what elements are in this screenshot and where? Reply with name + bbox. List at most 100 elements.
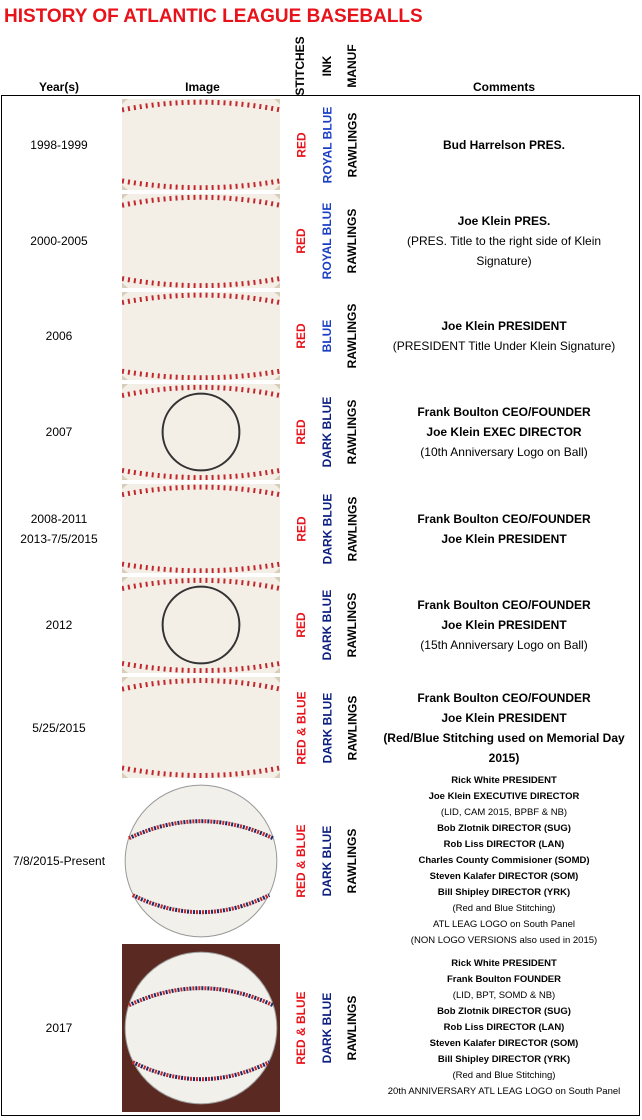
year: 2006 <box>45 329 73 343</box>
comment-line: Rob Liss DIRECTOR (LAN) <box>443 1022 565 1033</box>
ball <box>122 677 280 778</box>
stitch-blue <box>131 893 271 915</box>
year-cell: 2017 <box>0 942 118 1114</box>
ball <box>122 577 280 673</box>
comments-cell: Joe Klein PRESIDENT (PRESIDENT Title Unde… <box>368 290 640 382</box>
comment-line: (NON LOGO VERSIONS also used in 2015) <box>410 935 598 946</box>
comment-line: 2015) <box>488 750 520 765</box>
stitch-red <box>122 660 280 673</box>
logo <box>161 392 241 472</box>
column-header: Comments <box>472 80 535 94</box>
ball <box>124 951 278 1105</box>
year: 5/25/2015 <box>32 720 86 735</box>
comment-line: Signature) <box>476 254 532 268</box>
ink-cell: BLUE <box>320 319 334 353</box>
ball-image <box>122 782 280 940</box>
ball-image <box>122 944 280 1112</box>
year-cell: 2006 <box>0 290 118 382</box>
comment-line: Bob Zlotnik DIRECTOR (SUG) <box>437 1006 571 1017</box>
stitch-red <box>122 384 280 398</box>
comment-line: (PRES. Title to the right side of Klein <box>406 234 602 248</box>
comment-line: Steven Kalafer DIRECTOR (SOM) <box>429 1038 579 1049</box>
ink-cell: DARK BLUE <box>320 692 334 763</box>
comment-line: (10th Anniversary Logo on Ball) <box>420 445 588 459</box>
comment-line: (LID, BPT, SOMD & NB) <box>452 990 556 1001</box>
comment-line: (PRESIDENT Title Under Klein Signature) <box>392 339 616 353</box>
manuf-cell: RAWLINGS <box>345 828 359 894</box>
logo <box>161 585 241 665</box>
ball <box>122 292 280 380</box>
comment-line: Joe Klein PRESIDENT <box>441 618 567 632</box>
comment-line: Rick White PRESIDENT <box>451 775 557 786</box>
ink-cell: DARK BLUE <box>320 396 334 468</box>
ink-cell: DARK BLUE <box>320 992 334 1064</box>
manuf-cell: RAWLINGS <box>345 303 359 369</box>
manuf-cell: RAWLINGS <box>345 695 359 760</box>
ball-image <box>122 194 280 288</box>
ball <box>122 484 280 573</box>
year: 2012 <box>45 618 73 632</box>
column-header: Year(s) <box>38 80 80 94</box>
stitch-red <box>122 178 280 190</box>
comments-cell: Rick White PRESIDENT Joe Klein EXECUTIVE … <box>368 775 640 946</box>
ink-cell: DARK BLUE <box>320 825 334 897</box>
comment-line: Bill Shipley DIRECTOR (YRK) <box>437 1054 571 1065</box>
manuf-cell: RAWLINGS <box>345 208 359 274</box>
stitches-cell: RED <box>294 323 308 349</box>
comment-line: Bill Shipley DIRECTOR (YRK) <box>437 887 571 898</box>
comment-line: Charles County Commisioner (SOMD) <box>418 855 590 866</box>
comment-line: Frank Boulton CEO/FOUNDER <box>417 511 591 526</box>
comments-cell: Joe Klein PRES. (PRES. Title to the right… <box>368 192 640 290</box>
ball-image <box>122 384 280 480</box>
comment-line: Joe Klein PRESIDENT <box>441 531 567 546</box>
stitch-red <box>122 292 280 306</box>
comments-cell: Frank Boulton CEO/FOUNDER Joe Klein PRESI… <box>368 575 640 675</box>
page-title: HISTORY OF ATLANTIC LEAGUE BASEBALLS <box>4 6 423 27</box>
comment-line: ATL LEAG LOGO on South Panel <box>432 919 576 930</box>
stitches-cell: RED & BLUE <box>294 690 308 765</box>
stitch-blue <box>131 1060 271 1082</box>
comment-line: Joe Klein PRESIDENT <box>441 710 567 725</box>
column-header: MANUF <box>345 44 359 88</box>
stitches-cell: RED <box>294 131 308 158</box>
year: 7/8/2015-Present <box>12 854 106 868</box>
comments-cell: Frank Boulton CEO/FOUNDER Joe Klein PRESI… <box>368 675 640 780</box>
ball <box>124 784 278 938</box>
year-cell: 5/25/2015 <box>0 675 118 780</box>
comment-line: Rob Liss DIRECTOR (LAN) <box>443 839 565 850</box>
comment-line: Joe Klein EXEC DIRECTOR <box>426 425 582 439</box>
comment-line: (15th Anniversary Logo on Ball) <box>420 638 588 652</box>
column-header: Image <box>185 80 220 94</box>
stitches-cell: RED <box>294 515 308 542</box>
year-cell: 2000-2005 <box>0 192 118 290</box>
comment-line: Frank Boulton FOUNDER <box>447 974 561 985</box>
stitch-red <box>122 484 280 498</box>
comment-line: Frank Boulton CEO/FOUNDER <box>417 690 591 705</box>
comment-line: (Red/Blue Stitching used on Memorial Day <box>383 730 625 745</box>
manuf-cell: RAWLINGS <box>345 112 359 177</box>
year: 1998-1999 <box>30 137 88 152</box>
ball-image <box>122 292 280 380</box>
ball <box>122 194 280 288</box>
table-frame <box>1 95 640 1116</box>
comment-line: Frank Boulton CEO/FOUNDER <box>417 405 591 419</box>
comment-line: 20th ANNIVERSARY ATL LEAG LOGO on South … <box>387 1086 621 1097</box>
stitches-cell: RED & BLUE <box>294 824 308 898</box>
ball <box>122 384 280 480</box>
comment-line: Steven Kalafer DIRECTOR (SOM) <box>429 871 579 882</box>
ball-image <box>122 484 280 573</box>
comment-line: Bud Harrelson PRES. <box>442 137 566 152</box>
stitches-cell: RED <box>294 419 308 445</box>
ink-cell: DARK BLUE <box>320 589 334 661</box>
stitch-red <box>122 99 280 113</box>
ball-image <box>122 577 280 673</box>
stitch-red <box>122 678 280 692</box>
comments-cell: Rick White PRESIDENT Frank Boulton FOUNDE… <box>368 942 640 1114</box>
manuf-cell: RAWLINGS <box>345 399 359 465</box>
stitch-red <box>122 577 280 591</box>
stitch-red <box>122 561 280 573</box>
year: 2013-7/5/2015 <box>20 531 98 546</box>
year: 2017 <box>45 1021 73 1035</box>
year: 2007 <box>45 425 73 439</box>
